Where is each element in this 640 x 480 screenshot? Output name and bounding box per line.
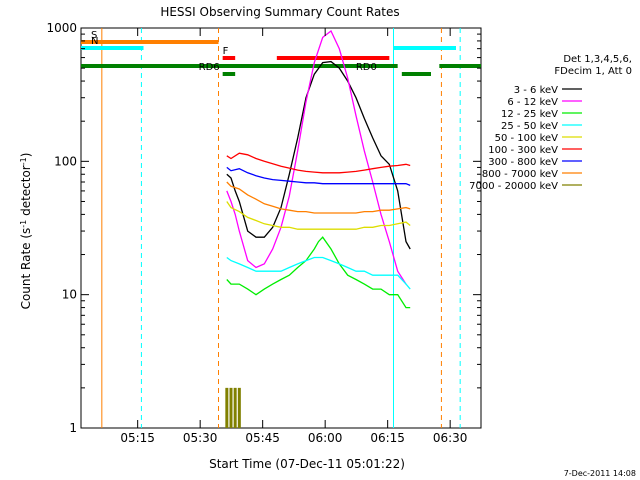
- series-line-7: [226, 181, 411, 214]
- legend-entry-7: 800 - 7000 keV: [482, 169, 558, 180]
- y-tick-label-2: 100: [54, 154, 77, 168]
- series-8-bar-2: [233, 387, 237, 428]
- series-line-0: [226, 60, 411, 250]
- state-label-n: N: [91, 36, 98, 47]
- y-tick-label-3: 1000: [46, 21, 77, 35]
- series-8-bar-0: [225, 387, 229, 428]
- series-8-bar-1: [229, 387, 233, 428]
- y-tick-label-1: 10: [62, 288, 77, 302]
- x-tick-label-4: 06:15: [370, 431, 405, 445]
- legend-entry-2: 12 - 25 keV: [501, 109, 558, 120]
- x-tick-label-0: 05:15: [120, 431, 155, 445]
- chart-title: HESSI Observing Summary Count Rates: [160, 5, 399, 19]
- legend-entry-1: 6 - 12 keV: [507, 97, 558, 108]
- plot-frame: [80, 27, 482, 429]
- series-8-bar-3: [237, 387, 241, 428]
- footer-date: 7-Dec-2011 14:08: [564, 469, 636, 478]
- state-label-rd6: RD6: [199, 62, 220, 73]
- legend-entry-5: 100 - 300 keV: [488, 145, 558, 156]
- series-line-6: [226, 166, 411, 187]
- legend-header-1: FDecim 1, Att 0: [554, 66, 632, 77]
- series-line-5: [226, 152, 411, 174]
- legend-header-0: Det 1,3,4,5,6,: [563, 54, 632, 65]
- legend-entry-8: 7000 - 20000 keV: [469, 181, 558, 192]
- legend-entry-0: 3 - 6 keV: [514, 85, 558, 96]
- y-tick-label-0: 1: [69, 421, 77, 435]
- y-axis-label: Count Rate (s-1 detector-1): [19, 153, 34, 310]
- state-label-s: S: [91, 30, 97, 41]
- state-label-f: F: [223, 46, 229, 57]
- x-tick-label-2: 05:45: [245, 431, 280, 445]
- series-line-3: [226, 256, 411, 290]
- series-line-2: [226, 236, 411, 309]
- state-label-rd0: RD0: [356, 62, 377, 73]
- plot-area: SN F RD0 RD6 05:15 05:30 05:45 06:00 06:15 06:30 1…: [46, 21, 482, 445]
- x-tick-label-5: 06:30: [433, 431, 468, 445]
- legend-entry-4: 50 - 100 keV: [495, 133, 559, 144]
- legend-entry-3: 25 - 50 keV: [501, 121, 558, 132]
- series-line-1: [226, 29, 407, 285]
- x-tick-label-3: 06:00: [308, 431, 343, 445]
- legend: Det 1,3,4,5,6,FDecim 1, Att 0 3 - 6 keV6 …: [469, 54, 632, 192]
- x-tick-label-1: 05:30: [183, 431, 218, 445]
- series-line-4: [226, 201, 411, 230]
- x-axis-label: Start Time (07-Dec-11 05:01:22): [209, 457, 405, 471]
- legend-entry-6: 300 - 800 keV: [488, 157, 558, 168]
